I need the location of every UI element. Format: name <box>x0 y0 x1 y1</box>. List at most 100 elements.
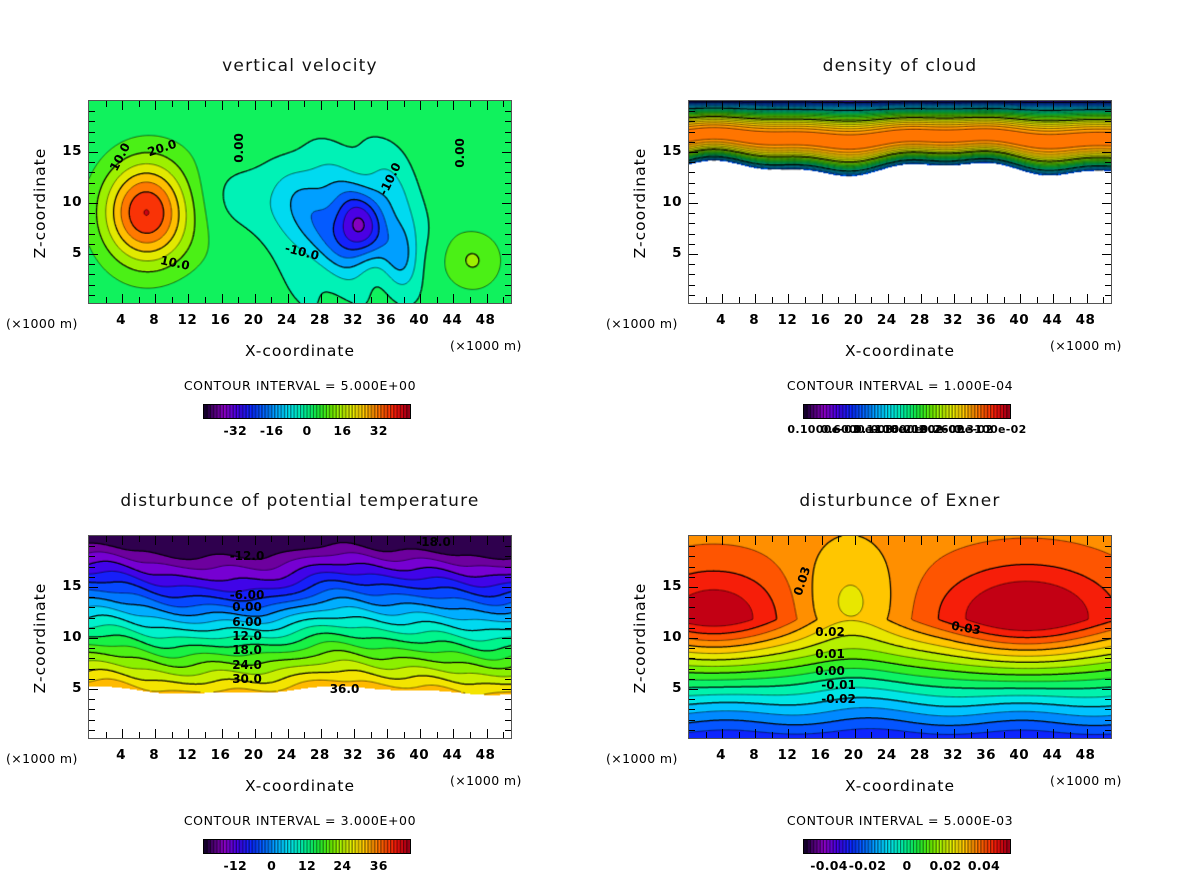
y-axis-tick <box>689 658 695 660</box>
x-axis-tick <box>804 297 806 303</box>
y-axis-tick <box>689 213 695 215</box>
y-axis-tick <box>689 243 695 245</box>
y-axis-title: Z-coordinate <box>631 582 649 694</box>
x-axis-tick <box>871 732 873 738</box>
y-axis-tick <box>689 294 695 296</box>
y-axis-tick <box>505 658 511 660</box>
y-axis-tick <box>505 243 511 245</box>
x-axis-title: X-coordinate <box>844 342 956 360</box>
x-axis-tick <box>370 536 372 542</box>
x-end-unit: (×1000 m) <box>1050 338 1122 353</box>
x-tick-label: 40 <box>409 747 430 763</box>
panel-density-of-cloud: density of cloud X-coordinate Z-coordina… <box>600 0 1200 442</box>
y-axis-tick <box>505 192 511 194</box>
x-tick-label: 16 <box>810 747 831 763</box>
y-axis-tick <box>1105 719 1111 721</box>
x-axis-tick <box>738 732 740 738</box>
y-axis-tick <box>1105 121 1111 123</box>
x-tick-label: 32 <box>343 747 363 763</box>
x-axis-tick <box>854 101 856 110</box>
y-axis-tick <box>502 254 511 255</box>
contour-label: 36.0 <box>329 682 360 697</box>
x-origin-unit: (×1000 m) <box>6 316 78 331</box>
y-axis-tick <box>505 131 511 133</box>
x-axis-tick <box>171 732 173 738</box>
x-axis-tick <box>1020 294 1022 303</box>
x-axis-tick <box>788 729 790 738</box>
y-axis-tick <box>689 284 695 286</box>
y-axis-tick <box>89 274 95 276</box>
x-axis-tick <box>1103 101 1105 107</box>
y-axis-tick <box>89 709 95 711</box>
x-tick-label: 20 <box>843 747 864 763</box>
plot-area <box>88 535 512 739</box>
colorbar-tick-label: 0.1000e-03 <box>787 423 861 436</box>
x-axis-tick <box>1020 729 1022 738</box>
x-axis-tick <box>486 101 488 110</box>
y-axis-tick <box>1105 546 1111 548</box>
y-tick-label: 10 <box>662 629 682 645</box>
x-axis-tick <box>722 294 724 303</box>
y-axis-tick <box>505 668 511 670</box>
x-axis-tick <box>469 732 471 738</box>
x-axis-tick <box>1069 732 1071 738</box>
contour-label: 0.00 <box>453 138 468 168</box>
panel-disturbunce-of-potential-temperature: disturbunce of potential temperature X-c… <box>0 435 600 873</box>
y-axis-tick <box>689 678 695 680</box>
x-tick-label: 36 <box>976 312 997 328</box>
y-axis-tick <box>689 699 695 701</box>
x-axis-tick <box>105 297 107 303</box>
x-axis-tick <box>138 101 140 107</box>
x-axis-tick <box>821 294 823 303</box>
x-tick-label: 40 <box>1009 312 1030 328</box>
x-axis-tick <box>821 729 823 738</box>
x-axis-tick <box>436 101 438 107</box>
y-tick-label: 10 <box>62 194 82 210</box>
x-axis-tick <box>887 294 889 303</box>
y-axis-tick <box>1102 203 1111 204</box>
x-axis-tick <box>354 101 355 110</box>
y-axis-tick <box>689 638 698 639</box>
y-axis-tick <box>1105 182 1111 184</box>
y-axis-tick <box>505 729 511 731</box>
y-tick-label: 15 <box>662 578 682 594</box>
x-axis-tick <box>1036 536 1038 542</box>
x-tick-label: 24 <box>276 312 297 328</box>
x-axis-tick <box>387 536 389 545</box>
y-axis-tick <box>1105 556 1111 558</box>
x-axis-tick <box>1003 536 1005 542</box>
y-tick-label: 10 <box>62 629 82 645</box>
y-axis-tick <box>505 141 511 143</box>
x-axis-tick <box>122 729 124 738</box>
plot-area <box>88 100 512 304</box>
y-axis-tick <box>89 294 95 296</box>
x-axis-tick <box>503 732 505 738</box>
y-axis-tick <box>689 233 695 235</box>
y-axis-tick <box>1105 192 1111 194</box>
colorbar-canvas <box>204 405 410 418</box>
contour-label: -18.0 <box>416 535 451 550</box>
x-axis-tick <box>1036 732 1038 738</box>
x-tick-label: 48 <box>475 747 496 763</box>
x-axis-tick <box>155 729 157 738</box>
y-axis-tick <box>505 274 511 276</box>
x-axis-tick <box>320 536 322 545</box>
y-axis-tick <box>89 233 95 235</box>
y-axis-tick <box>505 709 511 711</box>
x-axis-tick <box>920 101 922 110</box>
x-axis-tick <box>204 297 206 303</box>
x-axis-tick <box>122 101 124 110</box>
x-axis-tick <box>403 536 405 542</box>
x-axis-tick <box>188 101 190 110</box>
colorbar-tick-label: 0.2100e-02 <box>891 423 965 436</box>
y-axis-tick <box>689 274 695 276</box>
x-axis-tick <box>722 729 724 738</box>
y-axis-tick <box>689 627 695 629</box>
y-axis-tick <box>689 587 698 588</box>
x-axis-tick <box>755 729 757 738</box>
y-axis-tick <box>505 678 511 680</box>
y-axis-tick <box>89 729 95 731</box>
y-axis-tick <box>89 648 95 650</box>
y-axis-tick <box>89 223 95 225</box>
colorbar-tick-label: 0.04 <box>967 858 1000 873</box>
